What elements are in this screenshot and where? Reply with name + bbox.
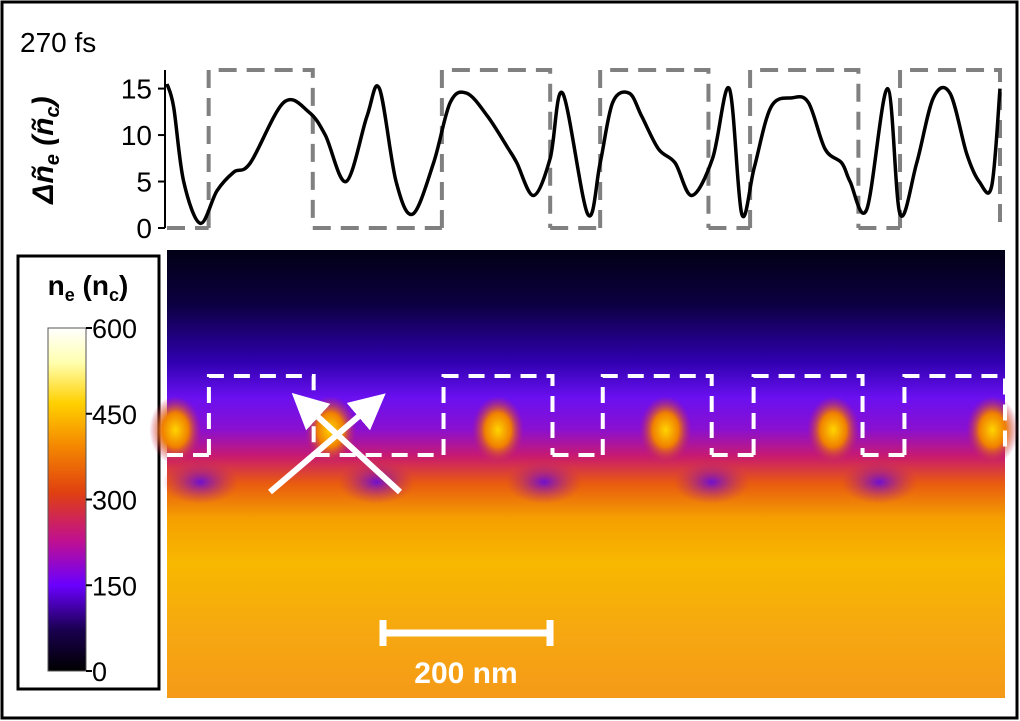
dashed-box-outline [167, 68, 1002, 230]
svg-text:Δñe (ñc): Δñe (ñc) [27, 96, 64, 204]
dashed-square-wave [167, 68, 1002, 230]
hot-spot [472, 396, 525, 464]
arrow-diagonal-left [291, 392, 403, 495]
colorbar-gradient [47, 327, 87, 672]
colorbar-tick-label: 300 [92, 486, 137, 516]
hot-spot [807, 396, 860, 464]
density-dip [673, 460, 750, 504]
white-dashed-box [600, 374, 714, 455]
colorbar-frame [16, 254, 161, 691]
hot-spot [639, 396, 692, 464]
y-tick-label: 15 [121, 74, 152, 105]
scale-bar-label: 200 nm [414, 657, 517, 690]
time-label: 270 fs [20, 27, 96, 58]
colorbar-tick-label: 0 [92, 657, 107, 687]
colorbar-tick-label: 600 [92, 314, 137, 344]
colorbar-tick-label: 150 [92, 571, 137, 601]
profile-panel: 270 fs Δñe (ñc) 0 5 10 15 [20, 27, 1002, 244]
scale-bar: 200 nm [379, 620, 554, 690]
density-dip [506, 460, 583, 504]
white-dashed-box [751, 374, 865, 455]
white-dashed-box [902, 374, 1007, 455]
y-axis-title: Δñe (ñc) [27, 96, 64, 204]
density-dip [841, 460, 918, 504]
density-map: 200 nm [149, 250, 1019, 698]
density-dip [162, 460, 239, 504]
cross-arrows [268, 392, 403, 495]
hot-spot [966, 396, 1019, 464]
colorbar-title: ne (nc) [48, 270, 129, 305]
hot-spot [149, 396, 202, 464]
arrow-diagonal-right [268, 393, 386, 495]
colorbar-panel: ne (nc) 0 150 300 450 600 [16, 254, 161, 691]
colorbar-tick-label: 450 [92, 400, 137, 430]
white-dashed-box [441, 374, 555, 455]
colorbar-ticks: 0 150 300 450 600 [86, 314, 137, 687]
y-tick-label: 0 [136, 213, 152, 244]
y-axis-ticks: 0 5 10 15 [121, 74, 165, 244]
white-dashed-boxes [167, 374, 1007, 457]
density-dip [338, 460, 415, 504]
y-tick-label: 10 [121, 120, 152, 151]
density-profile-line [165, 83, 1002, 226]
y-tick-label: 5 [136, 167, 152, 198]
